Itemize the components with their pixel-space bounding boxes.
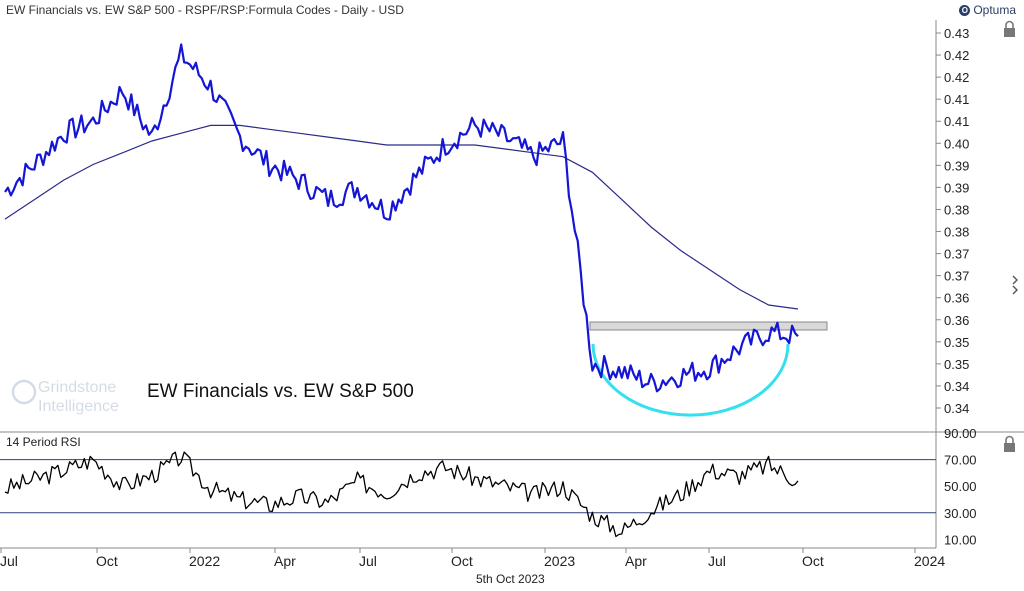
collapse-arrow-icon[interactable] — [1012, 275, 1018, 285]
price-tick-label: 0.36 — [944, 313, 969, 328]
brand-logo: O Optuma — [959, 3, 1016, 17]
price-tick-label: 0.41 — [944, 92, 969, 107]
brand-name: Optuma — [973, 3, 1016, 17]
price-tick-label: 0.38 — [944, 202, 969, 217]
date-label: 5th Oct 2023 — [476, 572, 545, 586]
price-tick-label: 0.42 — [944, 48, 969, 63]
rsi-tick-label: 50.00 — [944, 479, 977, 494]
price-tick-label: 0.43 — [944, 26, 969, 41]
optuma-logo-icon: O — [959, 4, 971, 16]
price-tick-label: 0.36 — [944, 291, 969, 306]
x-tick-label: 2023 — [544, 553, 575, 569]
price-tick-label: 0.39 — [944, 158, 969, 173]
x-tick-label: Apr — [625, 553, 647, 569]
x-tick-label: Jul — [359, 553, 377, 569]
watermark: Grindstone Intelligence — [11, 379, 119, 415]
watermark-logo-icon — [11, 379, 37, 405]
price-tick-label: 0.38 — [944, 225, 969, 240]
moving-average-line — [4, 124, 799, 310]
price-ratio-line — [4, 43, 799, 393]
x-tick-label: 2024 — [914, 553, 945, 569]
chart-title-overlay: EW Financials vs. EW S&P 500 — [147, 381, 414, 402]
price-tick-label: 0.41 — [944, 114, 969, 129]
rsi-tick-label: 70.00 — [944, 453, 977, 468]
price-axis: 0.43 0.42 0.42 0.41 0.41 0.40 0.39 0.39 0.38 0.38… — [936, 26, 969, 416]
x-tick-label: Oct — [451, 553, 473, 569]
price-tick-label: 0.35 — [944, 357, 969, 372]
x-tick-label: Jul — [708, 553, 726, 569]
lock-icon[interactable] — [1004, 435, 1015, 453]
support-band — [589, 321, 828, 331]
x-tick-label: Oct — [802, 553, 824, 569]
time-axis: Jul Oct 2022 Apr Jul Oct 2023 Apr Jul Oct 2024 — [0, 548, 945, 569]
x-tick-label: Oct — [96, 553, 118, 569]
rsi-title: 14 Period RSI — [6, 435, 81, 449]
rsi-line — [4, 451, 799, 538]
price-tick-label: 0.37 — [944, 269, 969, 284]
price-tick-label: 0.34 — [944, 401, 969, 416]
chart-header: EW Financials vs. EW S&P 500 - RSPF/RSP:… — [6, 3, 404, 17]
rsi-tick-label: 90.00 — [944, 426, 977, 441]
price-tick-label: 0.42 — [944, 70, 969, 85]
collapse-arrow-icon[interactable] — [1012, 285, 1018, 295]
x-tick-label: Jul — [0, 553, 18, 569]
price-tick-label: 0.39 — [944, 180, 969, 195]
price-tick-label: 0.35 — [944, 335, 969, 350]
price-tick-label: 0.34 — [944, 379, 969, 394]
rsi-tick-label: 30.00 — [944, 506, 977, 521]
watermark-line1: Grindstone — [38, 379, 116, 396]
lock-icon[interactable] — [1004, 20, 1015, 38]
rsi-axis: 90.00 70.00 50.00 30.00 10.00 — [944, 426, 977, 547]
x-tick-label: 2022 — [189, 553, 220, 569]
x-tick-label: Apr — [274, 553, 296, 569]
rsi-tick-label: 10.00 — [944, 532, 977, 547]
price-tick-label: 0.37 — [944, 247, 969, 262]
base-arc — [591, 343, 790, 417]
price-tick-label: 0.40 — [944, 136, 969, 151]
watermark-line2: Intelligence — [38, 398, 119, 415]
